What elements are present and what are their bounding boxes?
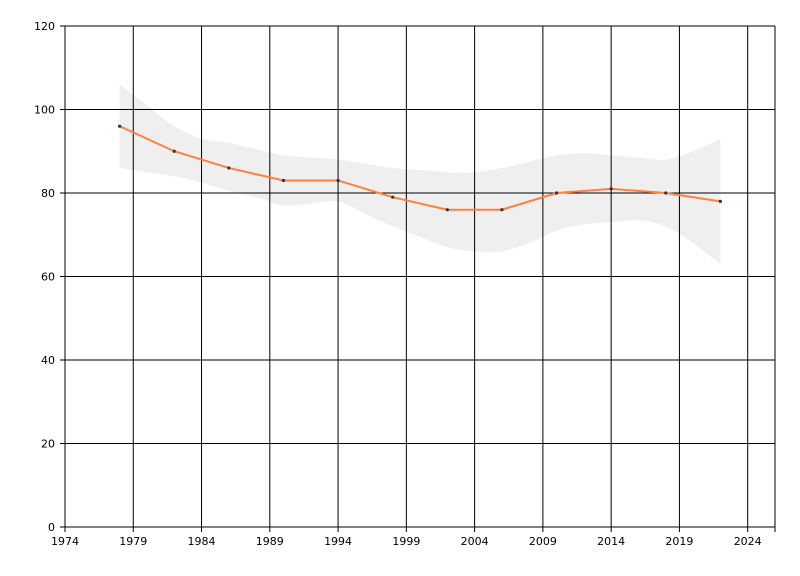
data-point	[172, 149, 176, 153]
series-layer	[118, 124, 722, 212]
y-tick-label: 80	[41, 187, 55, 200]
x-tick-label: 1989	[256, 535, 284, 548]
x-tick-label: 1974	[51, 535, 79, 548]
x-tick-label: 2024	[734, 535, 762, 548]
y-tick-label: 100	[34, 104, 55, 117]
data-point	[281, 178, 286, 183]
x-tick-label: 2019	[665, 535, 693, 548]
series-line	[119, 125, 721, 211]
x-tick-label: 1984	[188, 535, 216, 548]
data-point	[336, 178, 340, 183]
x-tick-label: 1999	[392, 535, 420, 548]
data-point	[118, 124, 122, 128]
x-tick-label: 2004	[461, 535, 489, 548]
data-point	[227, 166, 231, 170]
y-tick-label: 120	[34, 20, 55, 33]
data-point	[445, 208, 449, 212]
grid-layer	[60, 25, 776, 532]
y-tick-label: 0	[48, 521, 55, 534]
data-point	[500, 208, 504, 212]
tick-label-layer: 1974 1979 1984 1989 1994 1999 2004 2009 2014 2019…	[34, 20, 762, 548]
confidence-band	[119, 84, 721, 264]
data-point	[664, 191, 668, 195]
data-point	[609, 187, 613, 191]
data-point	[554, 191, 559, 195]
x-tick-label: 2014	[597, 535, 625, 548]
confidence-band-layer	[119, 84, 721, 264]
x-tick-label: 2009	[529, 535, 557, 548]
x-tick-label: 1979	[119, 535, 147, 548]
data-point	[718, 199, 722, 203]
x-tick-label: 1994	[324, 535, 352, 548]
data-point	[391, 195, 395, 199]
y-tick-label: 40	[41, 354, 55, 367]
axis-layer	[64, 26, 775, 528]
y-tick-label: 20	[41, 438, 55, 451]
y-tick-label: 60	[41, 271, 55, 284]
